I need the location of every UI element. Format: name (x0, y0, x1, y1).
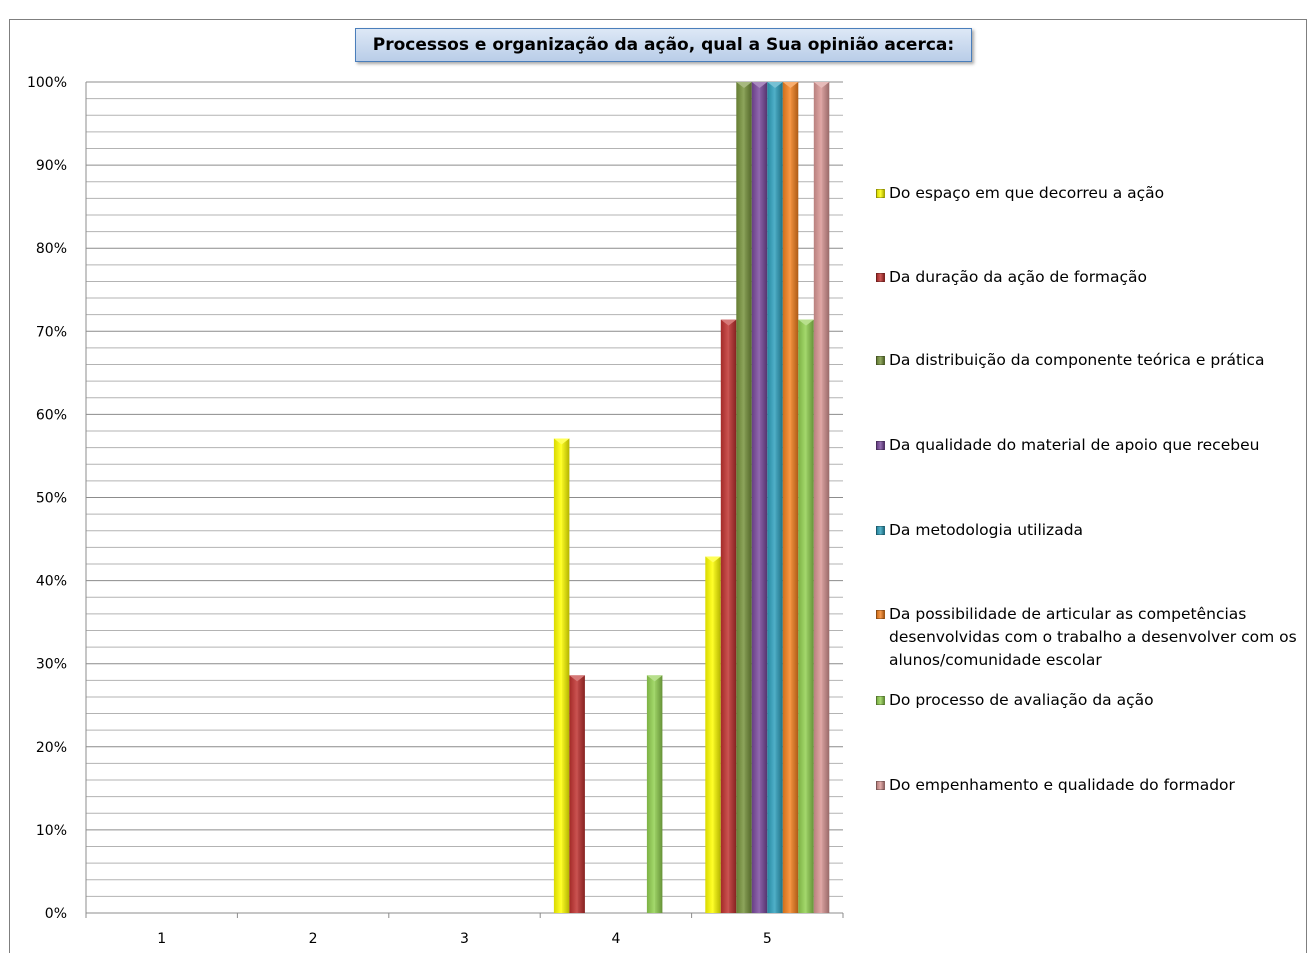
legend-label: Do processo de avaliação da ação (889, 691, 1154, 709)
x-tick-label: 1 (157, 931, 166, 947)
bar (767, 82, 783, 913)
bar (782, 82, 799, 913)
x-tick-label: 3 (460, 931, 469, 947)
legend-item: Da distribuição da componente teórica e … (862, 349, 1309, 372)
y-tick-label: 10% (36, 823, 67, 839)
y-tick-label: 100% (27, 75, 67, 91)
legend-swatch (876, 526, 885, 535)
x-tick-label: 5 (763, 931, 772, 947)
bar (720, 319, 737, 913)
legend-item: Da metodologia utilizada (862, 519, 1309, 542)
y-tick-label: 60% (36, 407, 67, 423)
legend-swatch (876, 273, 885, 282)
legend-item: Do empenhamento e qualidade do formador (862, 774, 1309, 797)
bar (736, 82, 752, 913)
y-tick-label: 90% (36, 158, 67, 174)
legend-label: Da duração da ação de formação (889, 268, 1147, 286)
legend-label: Da possibilidade de articular as competê… (889, 605, 1297, 669)
bar (569, 675, 585, 913)
bar (751, 82, 768, 913)
legend-label: Da distribuição da componente teórica e … (889, 351, 1265, 369)
chart-frame (9, 19, 1307, 953)
legend-label: Da qualidade do material de apoio que re… (889, 436, 1260, 454)
legend-label: Do espaço em que decorreu a ação (889, 184, 1165, 202)
y-tick-labels: 0% 10% 20% 30% 40% 50% 60% 70% 80% 90% 100% (27, 75, 67, 922)
y-tick-label: 30% (36, 657, 67, 673)
x-tick-labels: 1 2 3 4 5 (157, 931, 772, 947)
bars (553, 82, 830, 913)
bar (798, 319, 814, 913)
legend-item: Da possibilidade de articular as competê… (862, 603, 1309, 672)
legend-item: Da qualidade do material de apoio que re… (862, 434, 1309, 457)
bar (705, 556, 721, 913)
legend-item: Da duração da ação de formação (862, 266, 1309, 289)
y-tick-label: 20% (36, 740, 67, 756)
legend-label: Do empenhamento e qualidade do formador (889, 776, 1235, 794)
y-tick-label: 80% (36, 241, 67, 257)
legend-label: Da metodologia utilizada (889, 521, 1084, 539)
legend-swatch (876, 696, 885, 705)
y-tick-label: 0% (45, 906, 67, 922)
chart-title: Processos e organização da ação, qual a … (355, 28, 972, 62)
legend-swatch (876, 189, 885, 198)
bar (813, 82, 830, 913)
y-tick-label: 50% (36, 491, 67, 507)
y-tick-label: 70% (36, 324, 67, 340)
legend-swatch (876, 356, 885, 365)
legend-item: Do espaço em que decorreu a ação (862, 182, 1309, 205)
x-tick-label: 4 (611, 931, 620, 947)
legend-swatch (876, 610, 885, 619)
bar (553, 438, 570, 913)
y-tick-label: 40% (36, 574, 67, 590)
x-tick-label: 2 (309, 931, 318, 947)
bar (646, 675, 663, 913)
legend-swatch (876, 781, 885, 790)
legend-item: Do processo de avaliação da ação (862, 689, 1309, 712)
legend-swatch (876, 441, 885, 450)
